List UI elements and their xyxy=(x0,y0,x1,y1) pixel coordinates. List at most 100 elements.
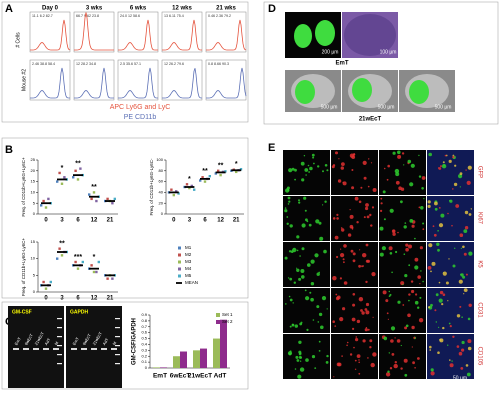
stain-speck xyxy=(287,203,290,205)
stain-speck xyxy=(314,367,317,369)
stain-speck xyxy=(414,257,419,262)
stain-speck xyxy=(292,302,294,304)
stain-speck xyxy=(332,320,336,324)
stain-speck xyxy=(468,303,472,307)
stain-speck xyxy=(287,277,290,279)
stain-speck xyxy=(353,346,355,349)
stain-speck xyxy=(310,297,314,302)
scale-label: 100 µm xyxy=(380,49,397,55)
stain-speck xyxy=(388,295,391,297)
stain-speck xyxy=(298,340,302,344)
stain-speck xyxy=(298,277,302,281)
data-point xyxy=(190,184,193,188)
stain-speck xyxy=(452,155,455,159)
stain-speck xyxy=(414,367,416,369)
data-point xyxy=(95,270,98,274)
stain-speck xyxy=(335,151,338,155)
stain-speck xyxy=(297,374,302,379)
stain-speck xyxy=(296,268,300,272)
tissue xyxy=(344,14,396,56)
scale-label: 500 µm xyxy=(321,104,338,110)
stain-speck xyxy=(468,251,473,256)
fluorescence-image xyxy=(379,242,426,287)
gel-band xyxy=(71,348,77,350)
data-point xyxy=(72,176,75,179)
stain-speck xyxy=(408,264,411,267)
stain-speck xyxy=(417,275,422,279)
stain-speck xyxy=(295,355,299,359)
panel-label: B xyxy=(5,144,13,156)
stain-speck xyxy=(341,162,345,167)
stain-speck xyxy=(434,201,438,206)
stain-speck xyxy=(316,272,320,276)
stain-speck xyxy=(408,244,412,249)
stain-speck xyxy=(296,359,300,362)
lane-label: EmT xyxy=(13,336,22,346)
stain-speck xyxy=(385,299,389,303)
stain-speck xyxy=(369,339,373,343)
gate-stats: 13 6.11 75.4 xyxy=(164,14,184,18)
stain-speck xyxy=(408,299,410,302)
stain-speck xyxy=(333,376,335,378)
stain-speck xyxy=(418,206,421,209)
stain-speck xyxy=(305,296,310,301)
stain-speck xyxy=(431,261,436,266)
stain-speck xyxy=(349,209,351,211)
stain-speck xyxy=(436,242,440,246)
stain-speck xyxy=(349,353,353,356)
stain-speck xyxy=(316,305,320,309)
stain-speck xyxy=(301,223,306,228)
stain-speck xyxy=(391,229,396,233)
fluorescence-image xyxy=(283,334,330,379)
data-point xyxy=(90,197,93,201)
stain-speck xyxy=(319,236,324,241)
gfp-signal xyxy=(294,24,312,48)
legend-label: M5 xyxy=(185,273,192,278)
y-tick-label: 20 xyxy=(159,200,164,205)
stain-speck xyxy=(299,322,303,326)
stain-speck xyxy=(370,362,375,368)
stain-speck xyxy=(371,272,376,277)
stain-speck xyxy=(383,336,388,341)
stain-speck xyxy=(385,372,391,377)
gel-label: GM-CSF xyxy=(12,309,32,315)
lane-label: AdT xyxy=(43,337,51,346)
y-tick-label: 0 xyxy=(33,211,36,216)
histogram-curve xyxy=(162,19,202,51)
stain-speck xyxy=(442,271,447,276)
fluorescence-image xyxy=(427,334,474,379)
stain-speck xyxy=(362,339,366,343)
y-tick-label: 0.3 xyxy=(141,347,147,352)
data-point xyxy=(95,199,98,203)
stain-speck xyxy=(362,160,367,165)
data-point xyxy=(97,260,100,264)
stain-speck xyxy=(435,321,437,323)
stain-speck xyxy=(439,338,442,342)
stain-speck xyxy=(463,229,468,234)
data-point xyxy=(203,180,207,183)
stain-speck xyxy=(324,200,327,203)
stain-speck xyxy=(383,167,386,170)
x-tick-label: 6 xyxy=(203,218,207,224)
stain-speck xyxy=(451,360,453,362)
gfp-signal xyxy=(352,78,372,102)
stain-speck xyxy=(423,198,425,200)
data-point xyxy=(106,277,109,280)
stain-speck xyxy=(365,302,370,307)
stain-speck xyxy=(340,248,342,250)
stain-speck xyxy=(432,225,435,228)
histogram-frame xyxy=(205,59,247,101)
panel-label: A xyxy=(5,3,13,15)
panel-frame xyxy=(1,1,249,123)
data-point xyxy=(60,254,64,257)
stain-speck xyxy=(354,196,359,201)
stain-speck xyxy=(289,325,292,328)
histogram-curve xyxy=(74,12,114,51)
stain-speck xyxy=(352,327,355,330)
stain-speck xyxy=(438,281,441,284)
ladder-band xyxy=(115,354,120,356)
y-axis-label: GM-CSF/GAPDH xyxy=(132,318,138,365)
significance: * xyxy=(235,161,238,168)
stain-speck xyxy=(286,222,289,225)
panel-frame xyxy=(263,1,499,125)
